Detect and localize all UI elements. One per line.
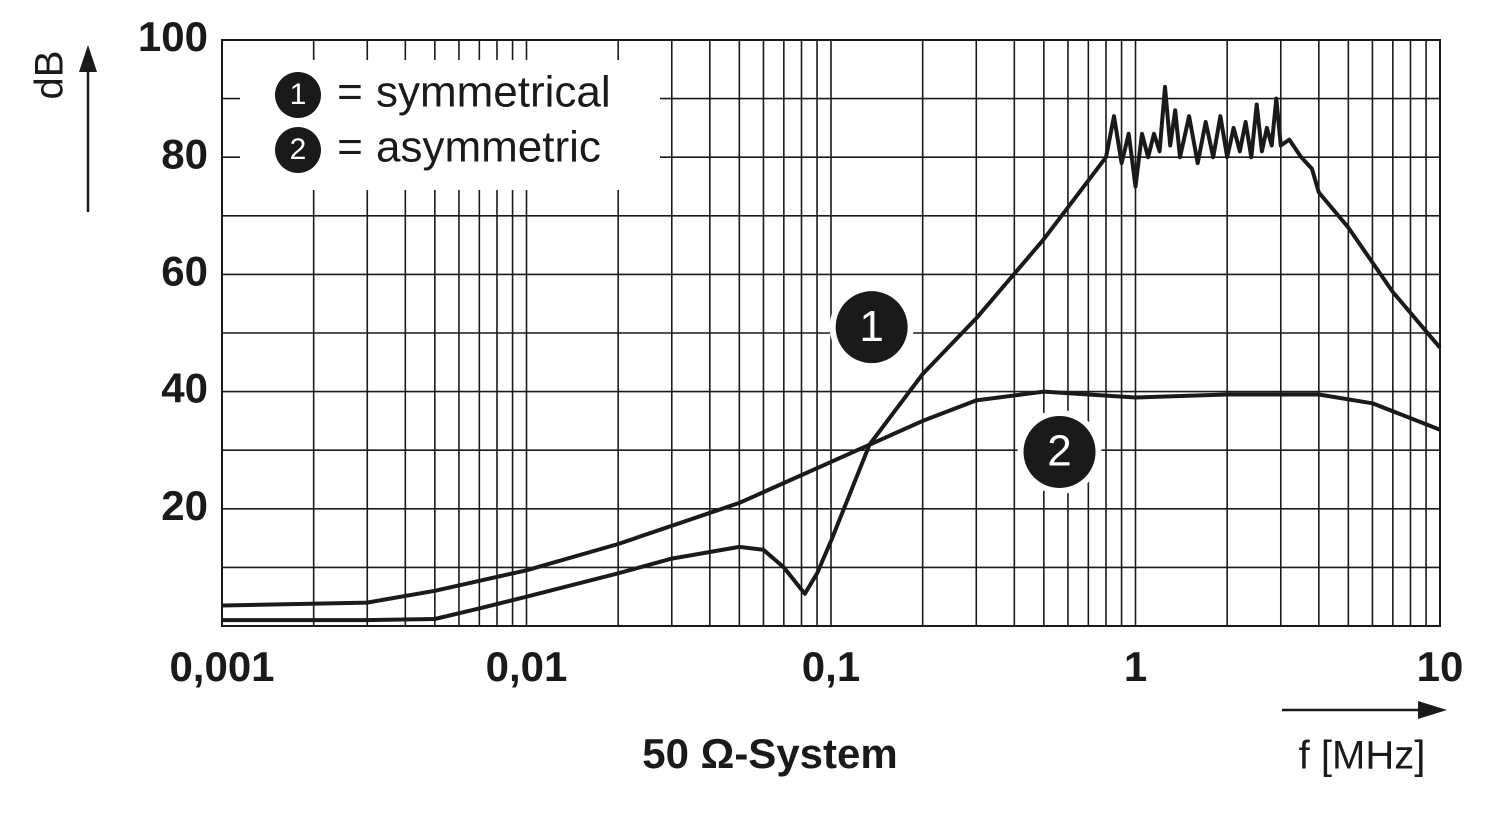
x-tick-label: 1 — [1124, 643, 1147, 690]
x-arrow-head — [1418, 701, 1447, 719]
y-axis-label: dB — [28, 51, 72, 100]
data-line — [222, 84, 1442, 623]
annotation-label: 2 — [1047, 427, 1071, 476]
x-tick-label: 0,01 — [486, 643, 568, 690]
x-tick-label: 10 — [1417, 643, 1464, 690]
x-tick-label: 0,001 — [169, 643, 274, 690]
annotation-label: 1 — [859, 302, 883, 351]
y-tick-label: 40 — [161, 365, 208, 412]
y-tick-label: 100 — [138, 13, 208, 60]
subtitle: 50 Ω-System — [642, 730, 897, 777]
legend-marker — [275, 127, 321, 173]
legend-label: asymmetric — [376, 123, 601, 172]
legend-marker-label: 1 — [290, 78, 307, 111]
legend-marker — [275, 72, 321, 118]
x-tick-label: 0,1 — [802, 643, 860, 690]
legend-separator: = — [337, 123, 363, 172]
y-tick-label: 20 — [161, 482, 208, 529]
x-axis-label: f [MHz] — [1299, 734, 1426, 778]
y-arrow-head — [79, 45, 97, 72]
legend-marker-label: 2 — [290, 133, 307, 166]
legend-separator: = — [337, 68, 363, 117]
annotation-marker — [835, 291, 908, 364]
plot-frame — [221, 39, 1441, 627]
annotation-marker — [1023, 415, 1096, 488]
data-line — [221, 389, 1441, 608]
legend-label: symmetrical — [376, 68, 611, 117]
y-tick-label: 80 — [161, 130, 208, 177]
y-tick-label: 60 — [161, 247, 208, 294]
